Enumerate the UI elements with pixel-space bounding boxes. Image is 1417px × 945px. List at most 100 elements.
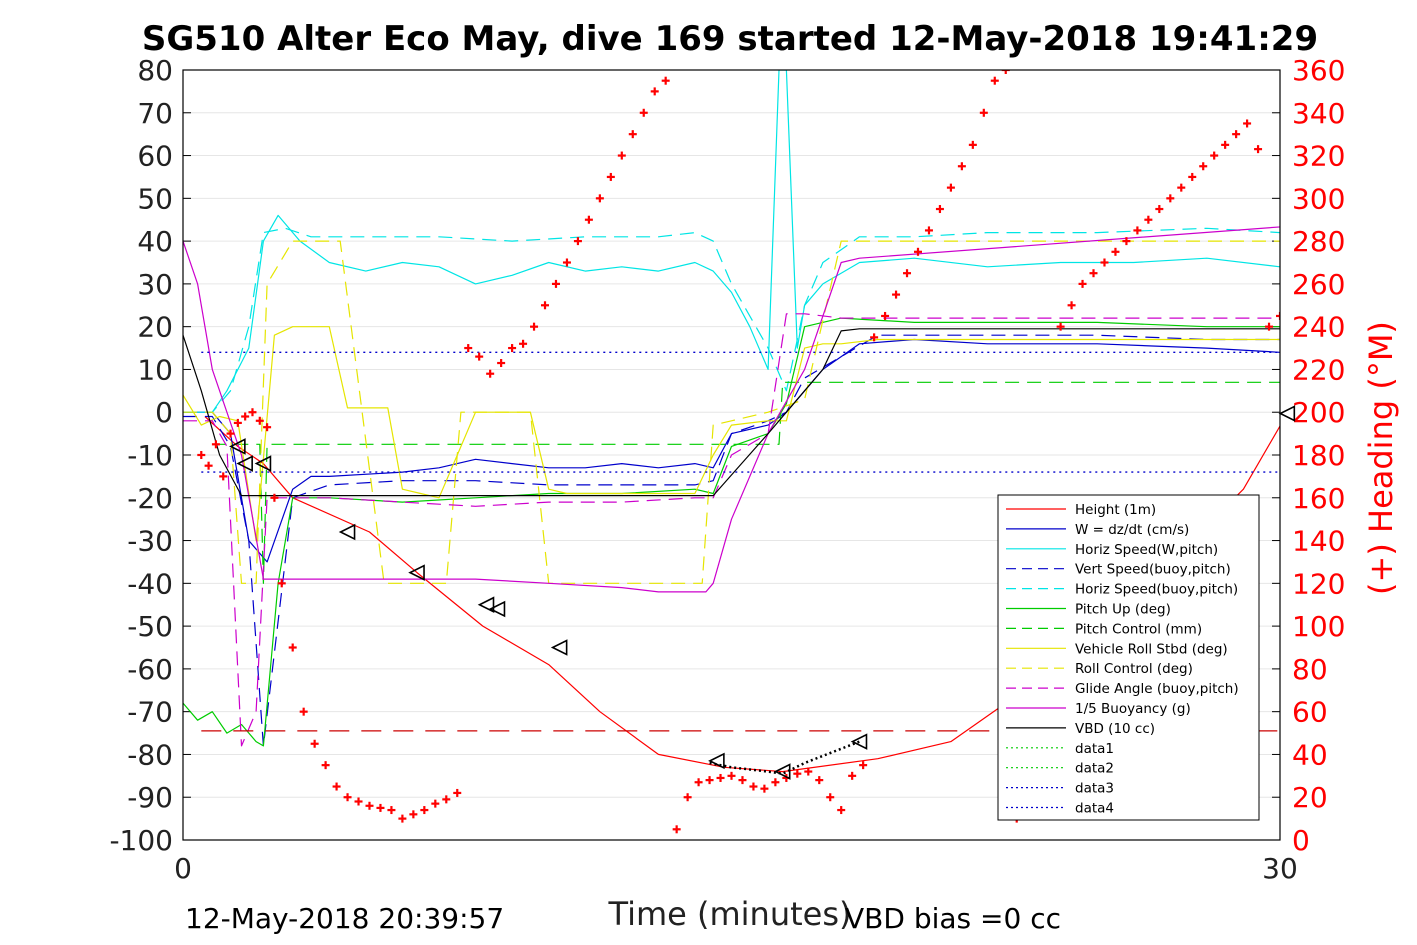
footer-timestamp: 12-May-2018 20:39:57: [185, 902, 504, 935]
legend-item: Glide Angle (buoy,pitch): [1006, 681, 1239, 697]
heading-point: [892, 290, 901, 299]
series-glide-angle-buoy-pitch: [183, 313, 1280, 747]
heading-point: [903, 269, 912, 278]
left-tick-label: -40: [127, 567, 173, 600]
heading-point: [211, 440, 220, 449]
plot-frame: [182, 69, 1281, 841]
heading-point: [270, 493, 279, 502]
heading-point: [376, 803, 385, 812]
right-tick-label: 100: [1292, 610, 1345, 643]
heading-point: [584, 215, 593, 224]
x-axis-ticks: 0 30: [174, 832, 1298, 885]
right-tick-label: 200: [1292, 396, 1345, 429]
heading-point: [453, 788, 462, 797]
legend-label: Vehicle Roll Stbd (deg): [1075, 641, 1228, 657]
right-tick-label: 40: [1292, 738, 1328, 771]
legend-label: VBD (10 cc): [1075, 721, 1155, 737]
heading-point: [859, 761, 868, 770]
legend-item: Pitch Control (mm): [1006, 621, 1202, 637]
heading-point: [870, 333, 879, 342]
heading-point: [1056, 322, 1065, 331]
triangle-marker: [850, 733, 868, 750]
heading-point: [617, 151, 626, 160]
triangle-marker: [708, 752, 725, 770]
heading-point: [848, 771, 857, 780]
legend-label: Horiz Speed(W,pitch): [1075, 542, 1218, 558]
heading-point: [1199, 162, 1208, 171]
left-tick-label: 70: [137, 97, 173, 130]
legend-label: W = dz/dt (cm/s): [1075, 522, 1189, 538]
triangle-marker: [408, 564, 425, 581]
triangle-marker: [229, 438, 246, 455]
legend-label: Vert Speed(buoy,pitch): [1075, 562, 1231, 578]
legend-item: Roll Control (deg): [1006, 661, 1193, 677]
right-tick-label: 0: [1292, 824, 1310, 857]
right-axis-label: (+) Heading (°M): [1362, 321, 1400, 595]
right-tick-label: 220: [1292, 353, 1345, 386]
legend-label: data4: [1075, 801, 1114, 817]
left-tick-label: -10: [127, 439, 173, 472]
triangle-marker: [254, 455, 272, 472]
right-tick-label: 160: [1292, 482, 1345, 515]
heading-point: [299, 707, 308, 716]
heading-point: [979, 108, 988, 117]
heading-point: [881, 311, 890, 320]
heading-point: [398, 814, 407, 823]
heading-point: [606, 172, 615, 181]
left-tick-label: 60: [137, 140, 173, 173]
chart-title: SG510 Alter Eco May, dive 169 started 12…: [142, 19, 1318, 59]
right-tick-label: 340: [1292, 97, 1345, 130]
heading-point: [288, 643, 297, 652]
heading-point: [694, 778, 703, 787]
legend-label: data1: [1075, 741, 1114, 757]
heading-point: [957, 162, 966, 171]
heading-point: [672, 825, 681, 834]
legend-item: Vert Speed(buoy,pitch): [1006, 562, 1231, 578]
right-tick-label: 240: [1292, 311, 1345, 344]
heading-point: [226, 429, 235, 438]
heading-point: [1067, 301, 1076, 310]
legend-item: data3: [1006, 781, 1114, 797]
left-tick-label: 20: [137, 311, 173, 344]
series-pitch-control-mm: [212, 381, 1280, 584]
heading-point: [804, 767, 813, 776]
triangle-marker: [550, 639, 568, 656]
right-tick-label: 280: [1292, 225, 1345, 258]
heading-point: [683, 793, 692, 802]
left-tick-label: -80: [127, 738, 173, 771]
heading-point: [1265, 322, 1274, 331]
legend-item: Vehicle Roll Stbd (deg): [1006, 641, 1228, 657]
heading-point: [935, 205, 944, 214]
heading-point: [968, 140, 977, 149]
legend-label: Glide Angle (buoy,pitch): [1075, 681, 1239, 697]
legend-label: 1/5 Buoyancy (g): [1075, 701, 1191, 717]
heading-point: [924, 226, 933, 235]
series-horiz-speed-w-pitch: [183, 70, 1280, 413]
legend-label: Roll Control (deg): [1075, 661, 1193, 677]
heading-point: [1232, 130, 1241, 139]
heading-point: [1276, 311, 1280, 320]
heading-point: [530, 322, 539, 331]
left-tick-label: -30: [127, 525, 173, 558]
right-axis-ticks: 3603403203002802602402202001801601401201…: [1272, 54, 1345, 857]
legend-label: Height (1m): [1075, 502, 1156, 518]
heading-point: [241, 412, 250, 421]
heading-point: [650, 87, 659, 96]
left-tick-label: 30: [137, 268, 173, 301]
heading-point: [1078, 279, 1087, 288]
heading-point: [573, 237, 582, 246]
left-tick-label: -90: [127, 781, 173, 814]
triangle-marker: [236, 455, 253, 472]
legend-label: data3: [1075, 781, 1114, 797]
heading-point: [562, 258, 571, 267]
left-tick-label: 40: [137, 225, 173, 258]
left-tick-label: -70: [127, 696, 173, 729]
heading-point: [990, 76, 999, 85]
left-tick-label: -100: [109, 824, 173, 857]
heading-point: [354, 797, 363, 806]
heading-point: [442, 795, 451, 804]
right-tick-label: 300: [1292, 182, 1345, 215]
heading-point: [409, 810, 418, 819]
right-tick-label: 140: [1292, 525, 1345, 558]
heading-point: [332, 782, 341, 791]
